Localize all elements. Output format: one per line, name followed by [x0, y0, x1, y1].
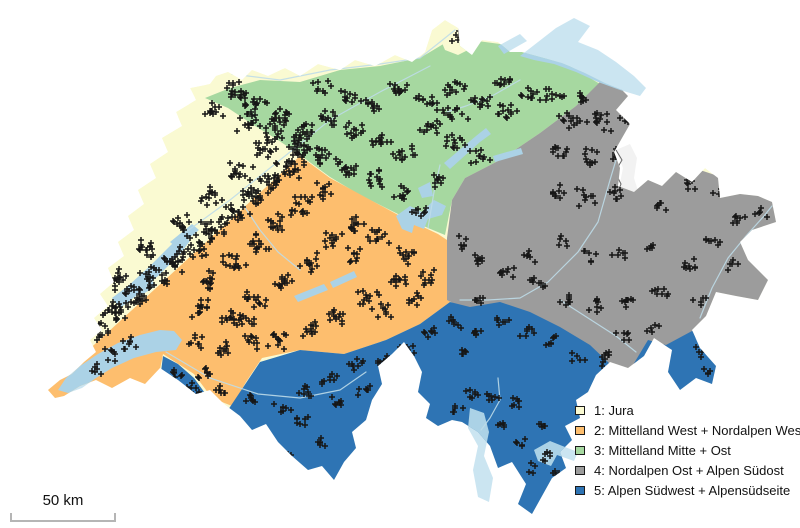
legend-item-4: 4: Nordalpen Ost + Alpen Südost: [575, 464, 800, 477]
scale-bar-line: [10, 513, 116, 522]
legend-swatch-jura: [575, 406, 585, 415]
lake-zug: [418, 182, 433, 198]
legend-label-mittelland-mitte: 3: Mittelland Mitte + Ost: [594, 443, 731, 458]
region-nordalpen-ost-alpen-suedost: [447, 82, 776, 374]
legend-label-nordalpen-ost: 4: Nordalpen Ost + Alpen Südost: [594, 463, 784, 478]
legend-label-mittelland-west: 2: Mittelland West + Nordalpen West: [594, 423, 800, 438]
region-mittelland-mitte-ost: [205, 40, 600, 235]
legend-swatch-nordalpen-ost: [575, 466, 585, 475]
lake-walen: [493, 148, 523, 162]
lake-geneva: [58, 330, 182, 393]
lake-constance-outside: [520, 18, 646, 96]
legend-item-5: 5: Alpen Südwest + Alpensüdseite: [575, 484, 800, 497]
scale-bar: 50 km: [10, 492, 116, 522]
legend-swatch-mittelland-west: [575, 426, 585, 435]
lake-zurich: [444, 128, 491, 169]
legend-label-jura: 1: Jura: [594, 403, 634, 418]
legend-label-alpen-suedwest: 5: Alpen Südwest + Alpensüdseite: [594, 483, 791, 498]
lake-brienz: [330, 271, 357, 288]
legend-swatch-mittelland-mitte: [575, 446, 585, 455]
legend-item-2: 2: Mittelland West + Nordalpen West: [575, 424, 800, 437]
lake-thun: [294, 284, 328, 302]
scale-bar-label: 50 km: [42, 492, 84, 509]
legend-item-3: 3: Mittelland Mitte + Ost: [575, 444, 800, 457]
map-legend: 1: Jura 2: Mittelland West + Nordalpen W…: [575, 404, 800, 497]
legend-swatch-alpen-suedwest: [575, 486, 585, 495]
legend-item-1: 1: Jura: [575, 404, 800, 417]
